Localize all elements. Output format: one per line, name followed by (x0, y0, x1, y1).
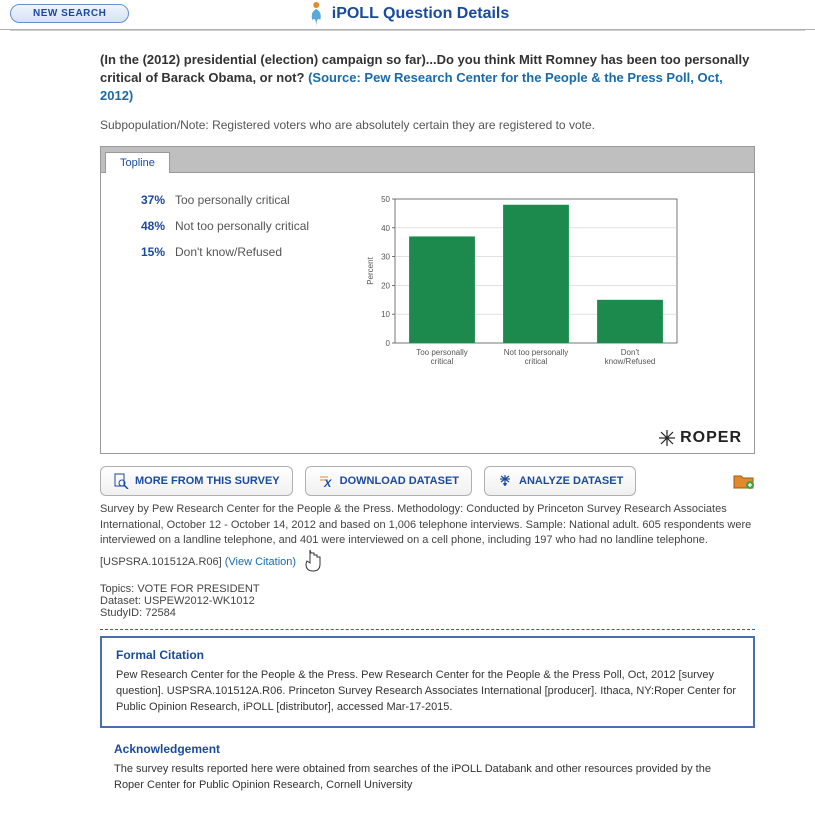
svg-text:critical: critical (431, 357, 454, 366)
roper-logo: ROPER (658, 429, 742, 447)
topline-pct: 37% (123, 193, 165, 207)
results-panel: Topline 37% Too personally critical 48% … (100, 146, 755, 454)
svg-text:know/Refused: know/Refused (605, 357, 656, 366)
svg-text:Not too personally: Not too personally (504, 348, 568, 357)
panel-body: 37% Too personally critical 48% Not too … (101, 173, 754, 453)
svg-text:critical: critical (525, 357, 548, 366)
bar-chart: 01020304050PercentToo personallycritical… (363, 193, 683, 383)
new-search-button[interactable]: NEW SEARCH (10, 4, 129, 23)
topics-value: VOTE FOR PRESIDENT (137, 583, 259, 595)
acknowledgement-section: Acknowledgement The survey results repor… (100, 738, 755, 794)
download-dataset-label: DOWNLOAD DATASET (340, 475, 459, 487)
svg-text:0: 0 (386, 339, 391, 348)
main-content: (In the (2012) presidential (election) c… (0, 31, 815, 824)
svg-text:40: 40 (381, 223, 390, 232)
dataset-value: USPEW2012-WK1012 (144, 595, 255, 607)
studyid-label: StudyID: (100, 607, 142, 619)
analyze-dataset-label: ANALYZE DATASET (519, 475, 623, 487)
subpopulation-note: Subpopulation/Note: Registered voters wh… (100, 118, 755, 132)
view-citation-link[interactable]: (View Citation) (225, 556, 296, 568)
tab-strip: Topline (101, 147, 754, 173)
svg-text:X: X (323, 478, 332, 489)
topline-pct: 48% (123, 219, 165, 233)
roper-logo-text: ROPER (680, 429, 742, 447)
formal-citation-box: Formal Citation Pew Research Center for … (100, 636, 755, 728)
topline-item: 48% Not too personally critical (123, 219, 323, 233)
methodology-text: Survey by Pew Research Center for the Pe… (100, 502, 755, 576)
citation-body: Pew Research Center for the People & the… (116, 668, 739, 716)
search-doc-icon (113, 473, 129, 489)
ipoll-logo-icon (306, 0, 326, 28)
pointer-cursor-icon (301, 547, 325, 575)
topline-pct: 15% (123, 245, 165, 259)
page-title-text: iPOLL Question Details (332, 5, 510, 23)
topics-label: Topics: (100, 583, 134, 595)
svg-text:Don't: Don't (621, 348, 640, 357)
page-title: iPOLL Question Details (306, 0, 510, 28)
svg-text:20: 20 (381, 281, 390, 290)
topline-label: Don't know/Refused (175, 245, 282, 259)
chart-container: 01020304050PercentToo personallycritical… (353, 193, 732, 386)
download-dataset-button[interactable]: X DOWNLOAD DATASET (305, 466, 472, 496)
roper-star-icon (658, 429, 676, 447)
question-text: (In the (2012) presidential (election) c… (100, 51, 755, 106)
ack-body: The survey results reported here were ob… (114, 762, 741, 794)
studyid-value: 72584 (145, 607, 176, 619)
more-from-survey-button[interactable]: MORE FROM THIS SURVEY (100, 466, 293, 496)
add-folder-icon[interactable] (733, 472, 755, 490)
svg-text:Too personally: Too personally (416, 348, 468, 357)
more-from-survey-label: MORE FROM THIS SURVEY (135, 475, 280, 487)
svg-text:Percent: Percent (366, 256, 375, 284)
metadata-block: Topics: VOTE FOR PRESIDENT Dataset: USPE… (100, 583, 755, 619)
dashed-separator (100, 629, 755, 630)
topline-label: Too personally critical (175, 193, 290, 207)
download-icon: X (318, 473, 334, 489)
analyze-dataset-button[interactable]: ANALYZE DATASET (484, 466, 636, 496)
tab-topline[interactable]: Topline (105, 152, 170, 173)
svg-text:50: 50 (381, 195, 390, 204)
dataset-label: Dataset: (100, 595, 141, 607)
action-buttons: MORE FROM THIS SURVEY X DOWNLOAD DATASET… (100, 466, 755, 496)
analyze-icon (497, 473, 513, 489)
ack-title: Acknowledgement (114, 742, 741, 756)
citation-title: Formal Citation (116, 648, 739, 662)
svg-text:30: 30 (381, 252, 390, 261)
methodology-body: Survey by Pew Research Center for the Pe… (100, 503, 751, 569)
topline-list: 37% Too personally critical 48% Not too … (123, 193, 323, 386)
top-bar: NEW SEARCH iPOLL Question Details (0, 0, 815, 30)
topline-item: 37% Too personally critical (123, 193, 323, 207)
topline-item: 15% Don't know/Refused (123, 245, 323, 259)
topline-label: Not too personally critical (175, 219, 309, 233)
svg-text:10: 10 (381, 310, 390, 319)
